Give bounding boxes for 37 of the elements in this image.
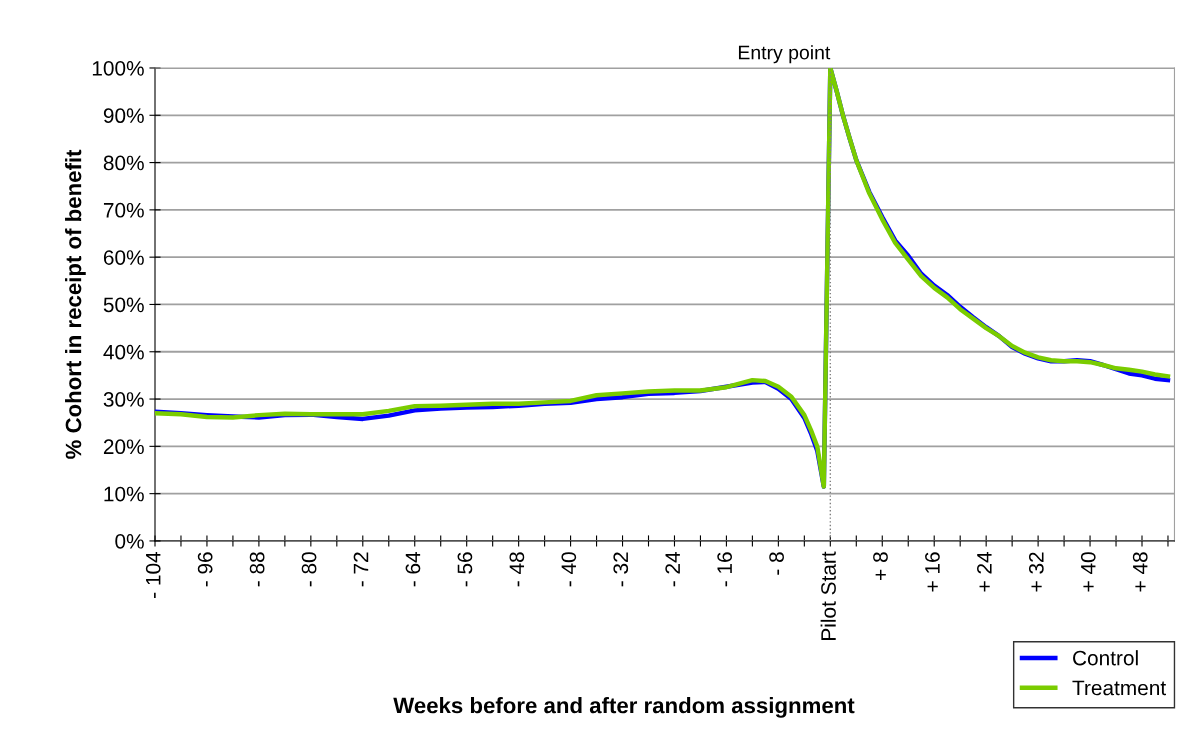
x-tick-label: - 8	[769, 552, 784, 575]
x-tick-label: - 104	[145, 551, 161, 598]
x-tick-label: - 16	[717, 552, 733, 587]
legend-label: Treatment	[1072, 680, 1166, 696]
x-tick-label: + 40	[1080, 552, 1096, 592]
x-tick-label: + 48	[1132, 552, 1148, 592]
x-tick-label: - 32	[613, 552, 629, 587]
x-tick-label: - 24	[665, 551, 680, 587]
line-series	[155, 67, 1171, 489]
y-tick-label: 50%	[103, 297, 144, 313]
y-tick-label: 20%	[103, 439, 144, 455]
x-tick-label: - 72	[353, 552, 369, 587]
x-tick-label: + 8	[873, 552, 888, 580]
x-tick-label: + 24	[977, 551, 992, 592]
y-tick-label: 30%	[103, 392, 144, 407]
x-axis-title: Weeks before and after random assignment	[393, 697, 855, 718]
x-tick-label: Pilot Start	[820, 551, 836, 640]
x-tick-label: - 56	[457, 552, 473, 587]
x-tick-label: - 88	[249, 552, 265, 587]
y-tick-label: 90%	[103, 108, 144, 124]
x-tick-label: + 32	[1028, 552, 1044, 592]
y-tick-label: 80%	[103, 155, 144, 171]
y-tick-label: 100%	[92, 60, 144, 76]
x-tick-label: - 96	[197, 552, 213, 587]
y-tick-label: 60%	[103, 250, 144, 265]
x-tick-label: - 48	[509, 552, 525, 587]
y-tick-label: 70%	[103, 202, 144, 218]
y-tick-label: 10%	[104, 486, 144, 502]
legend-label: Control	[1073, 650, 1138, 666]
x-tick-label: + 16	[925, 552, 940, 592]
y-tick-label: 40%	[103, 344, 144, 360]
ref-line-label: Entry point	[738, 45, 831, 64]
x-tick-label: - 40	[561, 552, 577, 587]
y-axis-title: % Cohort in receipt of benefit	[65, 149, 86, 459]
x-tick-label: - 80	[301, 552, 317, 587]
x-tick-label: - 64	[405, 551, 421, 587]
y-tick-label: 0%	[115, 533, 144, 549]
